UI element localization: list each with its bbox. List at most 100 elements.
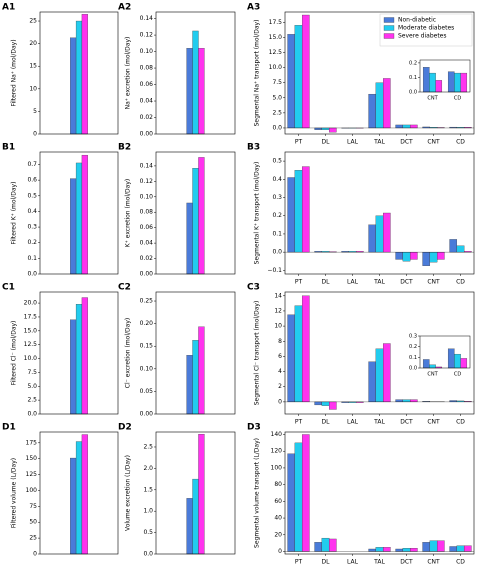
y-tick-label: 12: [274, 307, 282, 314]
bar: [301, 295, 310, 403]
bar: [409, 548, 418, 552]
y-tick-label: 0.2: [272, 212, 282, 219]
inset-x-tick-label: CNT: [427, 96, 438, 102]
y-tick-label: 15.0: [24, 327, 38, 334]
y-tick-label: 0.20: [140, 320, 154, 327]
bar: [75, 20, 83, 135]
bar: [287, 453, 296, 552]
bar: [395, 124, 404, 129]
y-axis-label: Filtered K⁺ (mol/Day): [11, 182, 18, 245]
bar: [449, 239, 458, 253]
y-tick-label: 0.08: [140, 209, 154, 216]
y-tick-label: 0.2: [27, 239, 37, 246]
y-tick-label: 20: [29, 40, 37, 47]
y-tick-label: 0.0: [27, 411, 37, 418]
inset-x-tick-label: CD: [454, 372, 461, 378]
inset-x-tick-label: CD: [454, 96, 461, 102]
y-tick-label: 0.15: [140, 343, 154, 350]
bar: [294, 442, 303, 552]
bar: [81, 154, 88, 275]
y-tick-label: 5.0: [272, 94, 282, 101]
bar: [75, 162, 83, 275]
y-tick-label: 0.00: [140, 271, 154, 278]
inset-x-tick-label: CNT: [427, 372, 438, 378]
panel-label: D3: [247, 423, 261, 433]
axes-frame: [39, 291, 119, 415]
y-tick-label: 17.5: [269, 19, 283, 26]
inset-bar: [454, 353, 461, 369]
y-tick-label: 120: [271, 448, 283, 455]
y-tick-label: 140: [271, 431, 283, 438]
x-tick-label: PT: [295, 279, 303, 286]
y-tick-label: 0.1: [409, 355, 417, 361]
bar: [368, 548, 377, 552]
bar: [192, 478, 199, 555]
x-tick-label: LAL: [347, 139, 359, 146]
y-tick-label: 2.0: [143, 465, 153, 472]
y-tick-label: 0.12: [140, 32, 154, 39]
y-tick-label: 0.02: [140, 114, 154, 121]
y-tick-label: 0.1: [409, 75, 417, 81]
bar: [198, 48, 205, 135]
y-tick-label: 17.5: [24, 313, 38, 320]
y-tick-label: 5.0: [27, 383, 37, 390]
inset-frame: [419, 335, 471, 369]
bar: [429, 251, 438, 263]
bar: [186, 498, 193, 555]
x-tick-label: LAL: [347, 279, 359, 286]
bar: [456, 545, 465, 552]
y-axis-label: Na⁺ excretion (mol/Day): [125, 37, 132, 110]
y-tick-label: 0: [33, 551, 37, 558]
axes-frame: [284, 291, 475, 415]
inset-bar: [422, 359, 430, 369]
bar: [375, 82, 384, 129]
y-tick-label: 10.0: [269, 64, 283, 71]
legend-box: [379, 13, 473, 47]
bar: [321, 401, 330, 406]
bar: [382, 547, 391, 552]
x-tick-label: DCT: [400, 419, 413, 426]
inset-bar: [429, 72, 436, 93]
panel-label: A1: [2, 3, 15, 13]
bar: [368, 224, 377, 253]
bar: [395, 251, 404, 260]
axes-frame: [284, 151, 475, 275]
y-tick-label: 0: [33, 131, 37, 138]
y-axis-label: Volume excretion (L/Day): [125, 455, 132, 531]
legend-label: Non-diabetic: [398, 17, 436, 24]
bar: [287, 177, 296, 253]
y-tick-label: 40: [274, 515, 282, 522]
legend-label: Severe diabetes: [398, 33, 447, 40]
bar: [287, 314, 296, 403]
bar: [70, 37, 77, 135]
bar: [395, 399, 404, 403]
y-tick-label: 2.5: [27, 397, 37, 404]
y-tick-label: 0.0: [272, 249, 282, 256]
bar: [382, 212, 391, 253]
y-tick-label: 0.0: [409, 90, 417, 96]
bar: [321, 537, 330, 552]
y-tick-label: 7.5: [272, 79, 282, 86]
bar: [192, 340, 199, 415]
bar: [75, 304, 83, 415]
axes-frame: [39, 431, 119, 555]
x-tick-label: DCT: [400, 279, 413, 286]
x-tick-label: DCT: [400, 559, 413, 566]
x-tick-label: CNT: [427, 279, 440, 286]
x-tick-label: PT: [295, 559, 303, 566]
bar: [449, 546, 458, 552]
axes-frame: [39, 11, 119, 135]
bar: [422, 126, 431, 129]
bar: [294, 170, 303, 253]
bar: [186, 48, 193, 135]
y-tick-label: 100: [26, 487, 38, 494]
x-tick-label: LAL: [347, 559, 359, 566]
bar: [328, 538, 337, 552]
y-tick-label: 0.2: [409, 344, 417, 350]
y-tick-label: 0.2: [409, 60, 417, 66]
y-tick-label: 0.00: [140, 131, 154, 138]
y-tick-label: 0.5: [143, 529, 153, 536]
y-tick-label: 50: [29, 519, 37, 526]
y-tick-label: 0.14: [140, 162, 154, 169]
